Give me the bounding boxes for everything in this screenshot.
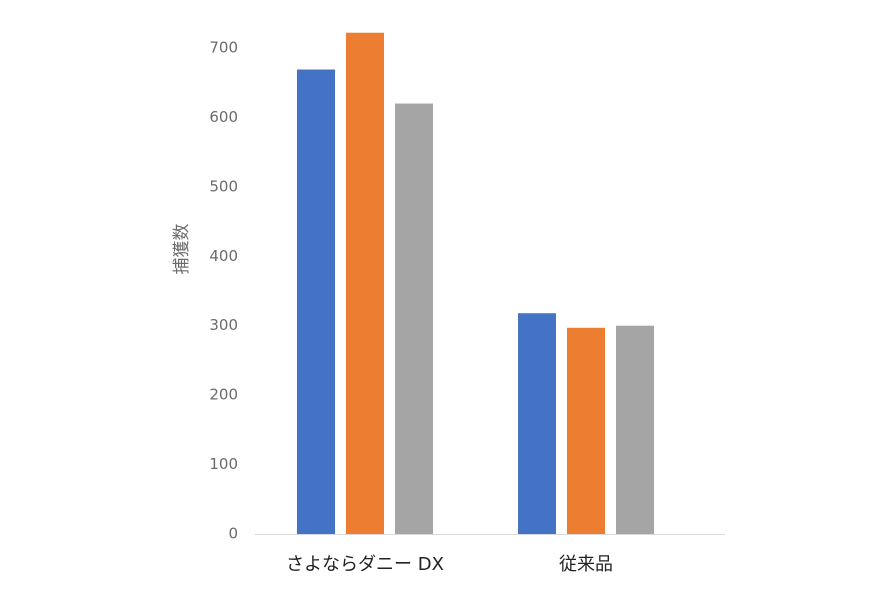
bar (395, 103, 433, 535)
y-tick-label: 100 (209, 455, 238, 473)
bar (616, 325, 654, 534)
x-axis-labels: さよならダニー DX 従来品 (286, 554, 613, 575)
y-axis-title: 捕獲数 (172, 224, 192, 275)
y-tick-label: 700 (209, 39, 238, 57)
x-category-label: 従来品 (559, 554, 613, 575)
bar (567, 327, 605, 534)
y-tick-label: 500 (209, 177, 238, 195)
y-tick-label: 300 (209, 316, 238, 334)
y-tick-label: 600 (209, 108, 238, 126)
y-axis-title-group: 捕獲数 (172, 224, 192, 275)
bar (518, 313, 556, 534)
bar (346, 32, 384, 535)
y-tick-label: 200 (209, 386, 238, 404)
bars (297, 32, 654, 535)
y-axis-ticks: 0 100 200 300 400 500 600 700 (209, 39, 238, 543)
y-tick-label: 0 (228, 525, 238, 543)
bar (297, 69, 335, 534)
x-category-label: さよならダニー DX (286, 554, 444, 575)
y-tick-label: 400 (209, 247, 238, 265)
